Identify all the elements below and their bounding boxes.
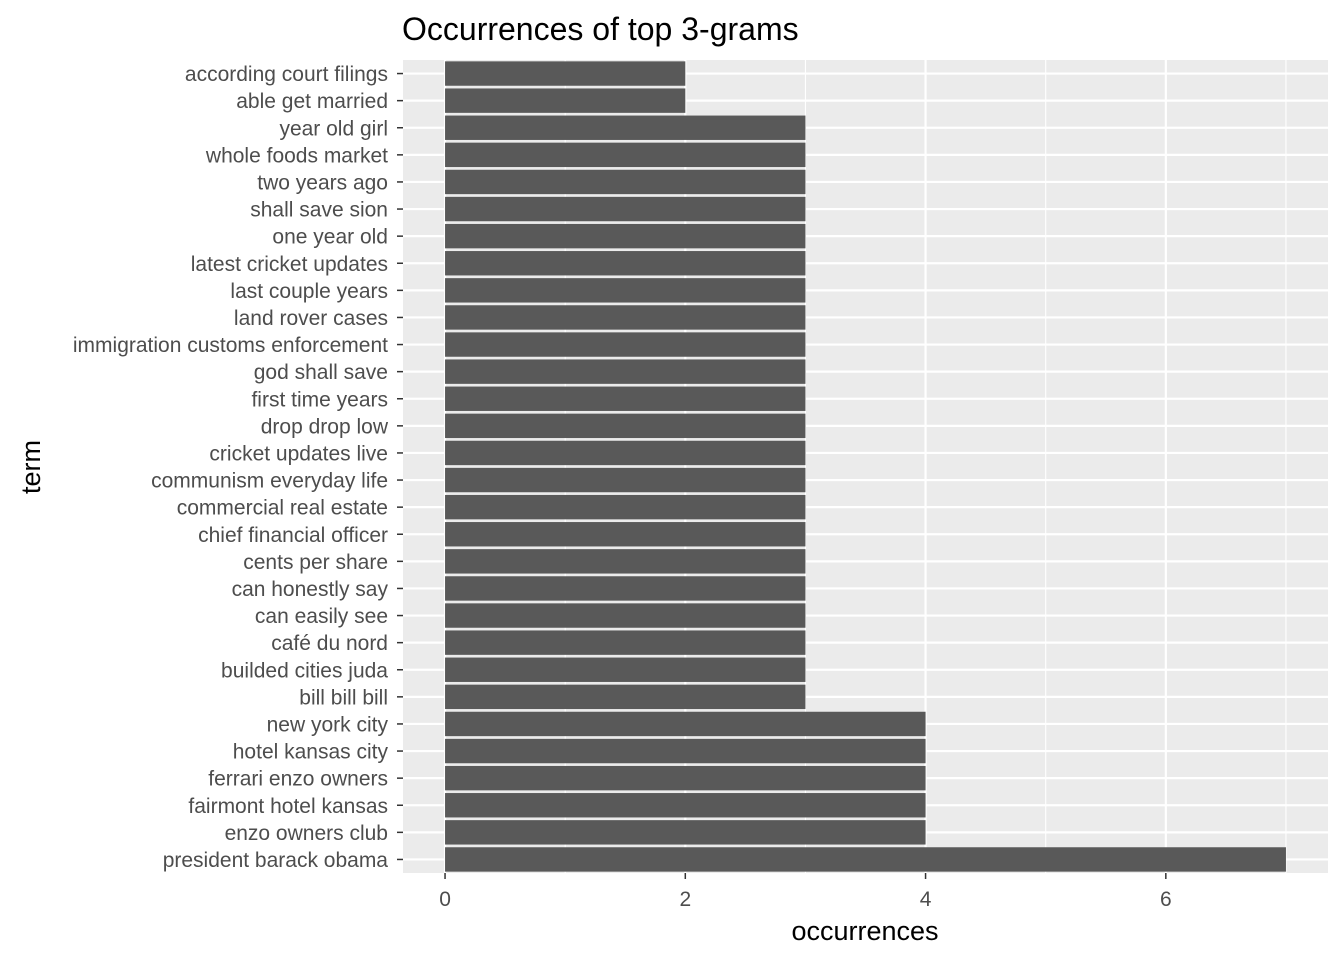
bar (445, 332, 806, 357)
x-tick-label: 6 (1160, 888, 1172, 911)
y-tick-label: last couple years (230, 280, 388, 303)
bar (445, 494, 806, 520)
y-tick-label: can honestly say (232, 578, 389, 601)
plot-panel (403, 60, 1328, 873)
bar (445, 61, 686, 86)
y-tick-label: café du nord (271, 632, 388, 655)
bar (445, 359, 806, 384)
bar (445, 765, 926, 791)
bar (445, 251, 806, 276)
bar (445, 684, 806, 710)
bar (445, 793, 926, 818)
bar (445, 576, 806, 601)
y-tick-label: builded cities juda (221, 659, 388, 682)
x-tick-label: 0 (439, 888, 451, 911)
y-tick-label: drop drop low (261, 415, 389, 438)
bar (445, 522, 806, 547)
bar (445, 467, 806, 493)
y-tick-label: first time years (251, 388, 388, 411)
bar (445, 142, 806, 168)
y-tick-label: god shall save (254, 361, 388, 384)
bar (445, 223, 806, 249)
chart-title: Occurrences of top 3-grams (402, 11, 799, 47)
y-axis-title: term (16, 440, 46, 494)
bar (445, 440, 806, 466)
bar (445, 169, 806, 195)
bar (445, 305, 806, 330)
y-axis-ticks: according court filings able get married y… (73, 63, 403, 872)
y-tick-label: hotel kansas city (233, 741, 389, 764)
bar (445, 738, 926, 764)
y-tick-label: ferrari enzo owners (208, 768, 388, 791)
y-tick-label: year old girl (279, 117, 388, 140)
bar (445, 630, 806, 655)
y-tick-label: communism everyday life (151, 470, 388, 493)
y-tick-label: enzo owners club (225, 822, 388, 845)
y-tick-label: land rover cases (234, 307, 388, 330)
y-tick-label: chief financial officer (198, 524, 388, 547)
y-tick-label: can easily see (255, 605, 388, 628)
y-tick-label: cricket updates live (209, 442, 388, 465)
y-tick-label: able get married (236, 90, 388, 113)
x-tick-label: 2 (679, 888, 691, 911)
bar (445, 115, 806, 140)
y-tick-label: cents per share (243, 551, 388, 574)
bar (445, 386, 806, 411)
y-tick-label: commercial real estate (177, 497, 388, 520)
y-tick-label: according court filings (185, 63, 388, 86)
y-tick-label: two years ago (257, 171, 388, 194)
x-tick-label: 4 (920, 888, 932, 911)
y-tick-label: immigration customs enforcement (73, 334, 388, 357)
bar (445, 657, 806, 682)
x-axis-title: occurrences (791, 916, 938, 946)
bar (445, 549, 806, 574)
bar (445, 711, 926, 737)
y-tick-label: one year old (272, 226, 388, 249)
bars (445, 61, 1286, 872)
x-axis-ticks: 0 2 4 6 (439, 873, 1172, 911)
y-tick-label: latest cricket updates (191, 253, 388, 276)
bar (445, 278, 806, 303)
y-tick-label: bill bill bill (299, 686, 388, 709)
bar (445, 88, 686, 113)
bar (445, 413, 806, 439)
y-tick-label: whole foods market (205, 144, 388, 167)
y-tick-label: fairmont hotel kansas (188, 795, 388, 818)
bar (445, 603, 806, 628)
y-tick-label: president barack obama (163, 849, 389, 872)
bar (445, 196, 806, 222)
y-tick-label: new york city (267, 713, 389, 736)
bar (445, 847, 1286, 872)
bar (445, 820, 926, 845)
y-tick-label: shall save sion (250, 199, 388, 222)
